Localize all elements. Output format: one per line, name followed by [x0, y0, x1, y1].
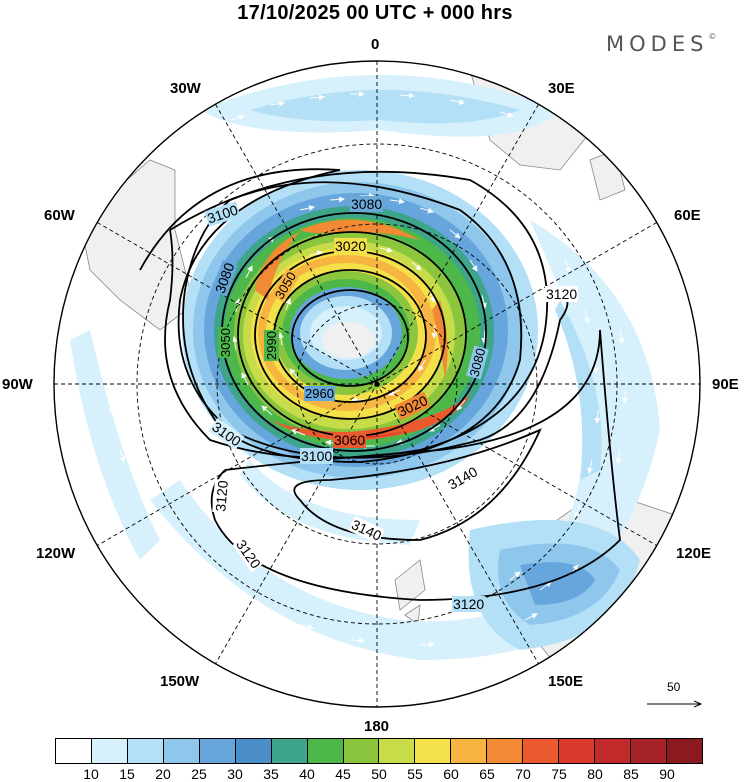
lon-label-90w: 90W	[2, 376, 33, 393]
colorbar-swatch	[451, 739, 488, 763]
colorbar-tick-label: 30	[227, 766, 243, 782]
colorbar-swatch	[199, 739, 236, 763]
contour-label: 2960	[304, 386, 335, 401]
colorbar-tick-label: 65	[479, 766, 495, 782]
lon-label-120e: 120E	[676, 545, 712, 562]
lon-label-0: 0	[371, 36, 380, 53]
land-south-america	[79, 159, 191, 331]
map-boundary	[53, 60, 701, 708]
colorbar-swatch	[631, 739, 667, 763]
lon-label-30w: 30W	[170, 80, 201, 97]
colorbar-tick-label: 10	[83, 766, 99, 782]
lon-label-120w: 120W	[36, 545, 76, 562]
lon-label-180: 180	[364, 718, 390, 735]
colorbar-swatch	[415, 739, 452, 763]
lon-label-60e: 60E	[674, 207, 701, 224]
contour-label: 3120	[545, 286, 579, 302]
colorbar	[55, 738, 703, 764]
pole-marker	[374, 381, 380, 387]
lon-label-150w: 150W	[160, 673, 200, 690]
map-field	[70, 61, 700, 681]
contour-label: 3080	[350, 196, 384, 212]
colorbar-tick-label: 50	[371, 766, 387, 782]
reference-arrow-icon	[647, 680, 705, 710]
colorbar-swatch	[523, 739, 560, 763]
colorbar-tick-label: 85	[623, 766, 639, 782]
colorbar-tick-label: 40	[299, 766, 315, 782]
colorbar-tick-label: 35	[263, 766, 279, 782]
contour-label: 3050	[217, 327, 233, 358]
contour-label: 3120	[452, 596, 486, 612]
colorbar-tick-label: 90	[659, 766, 675, 782]
brand-name: MODES	[606, 32, 709, 56]
colorbar-tick-label: 45	[335, 766, 351, 782]
colorbar-tick-label: 55	[407, 766, 423, 782]
colorbar-swatch	[559, 739, 596, 763]
colorbar-tick-label: 60	[443, 766, 459, 782]
reference-vector-label: 50	[667, 680, 681, 694]
colorbar-tick-label: 15	[119, 766, 135, 782]
colorbar-swatch	[666, 739, 702, 763]
colorbar-swatch	[271, 739, 308, 763]
colorbar-swatch	[595, 739, 631, 763]
colorbar-tick-label: 20	[155, 766, 171, 782]
lon-label-30e: 30E	[548, 80, 575, 97]
brand-mark: ©	[708, 32, 717, 41]
contour-label: 3100	[300, 448, 334, 464]
colorbar-swatch	[163, 739, 200, 763]
lon-label-150e: 150E	[548, 673, 584, 690]
lon-label-60w: 60W	[44, 207, 75, 224]
colorbar-swatch	[379, 739, 416, 763]
colorbar-swatch	[343, 739, 380, 763]
contour-label: 2990	[263, 330, 279, 361]
contour-label: 3020	[334, 238, 368, 254]
colorbar-swatch	[487, 739, 524, 763]
colorbar-swatch	[235, 739, 272, 763]
colorbar-swatch	[56, 739, 92, 763]
contour-label: 3060	[333, 432, 367, 448]
brand-logo: MODES©	[606, 32, 716, 56]
reference-vector: 50	[645, 680, 705, 710]
colorbar-swatch	[91, 739, 128, 763]
colorbar-tick-label: 75	[551, 766, 567, 782]
contour-label: 3120	[212, 478, 231, 514]
colorbar-swatch	[127, 739, 164, 763]
colorbar-tick-label: 70	[515, 766, 531, 782]
land-new-zealand	[394, 559, 426, 626]
colorbar-swatch	[307, 739, 344, 763]
colorbar-ticks: 10 15 20 25 30 35 40 45 50 55 60 65 70 75 80 85 90	[55, 764, 703, 782]
colorbar-tick-label: 80	[587, 766, 603, 782]
map-title: 17/10/2025 00 UTC + 000 hrs	[237, 2, 513, 24]
lon-label-90e: 90E	[712, 376, 739, 393]
colorbar-tick-label: 25	[191, 766, 207, 782]
